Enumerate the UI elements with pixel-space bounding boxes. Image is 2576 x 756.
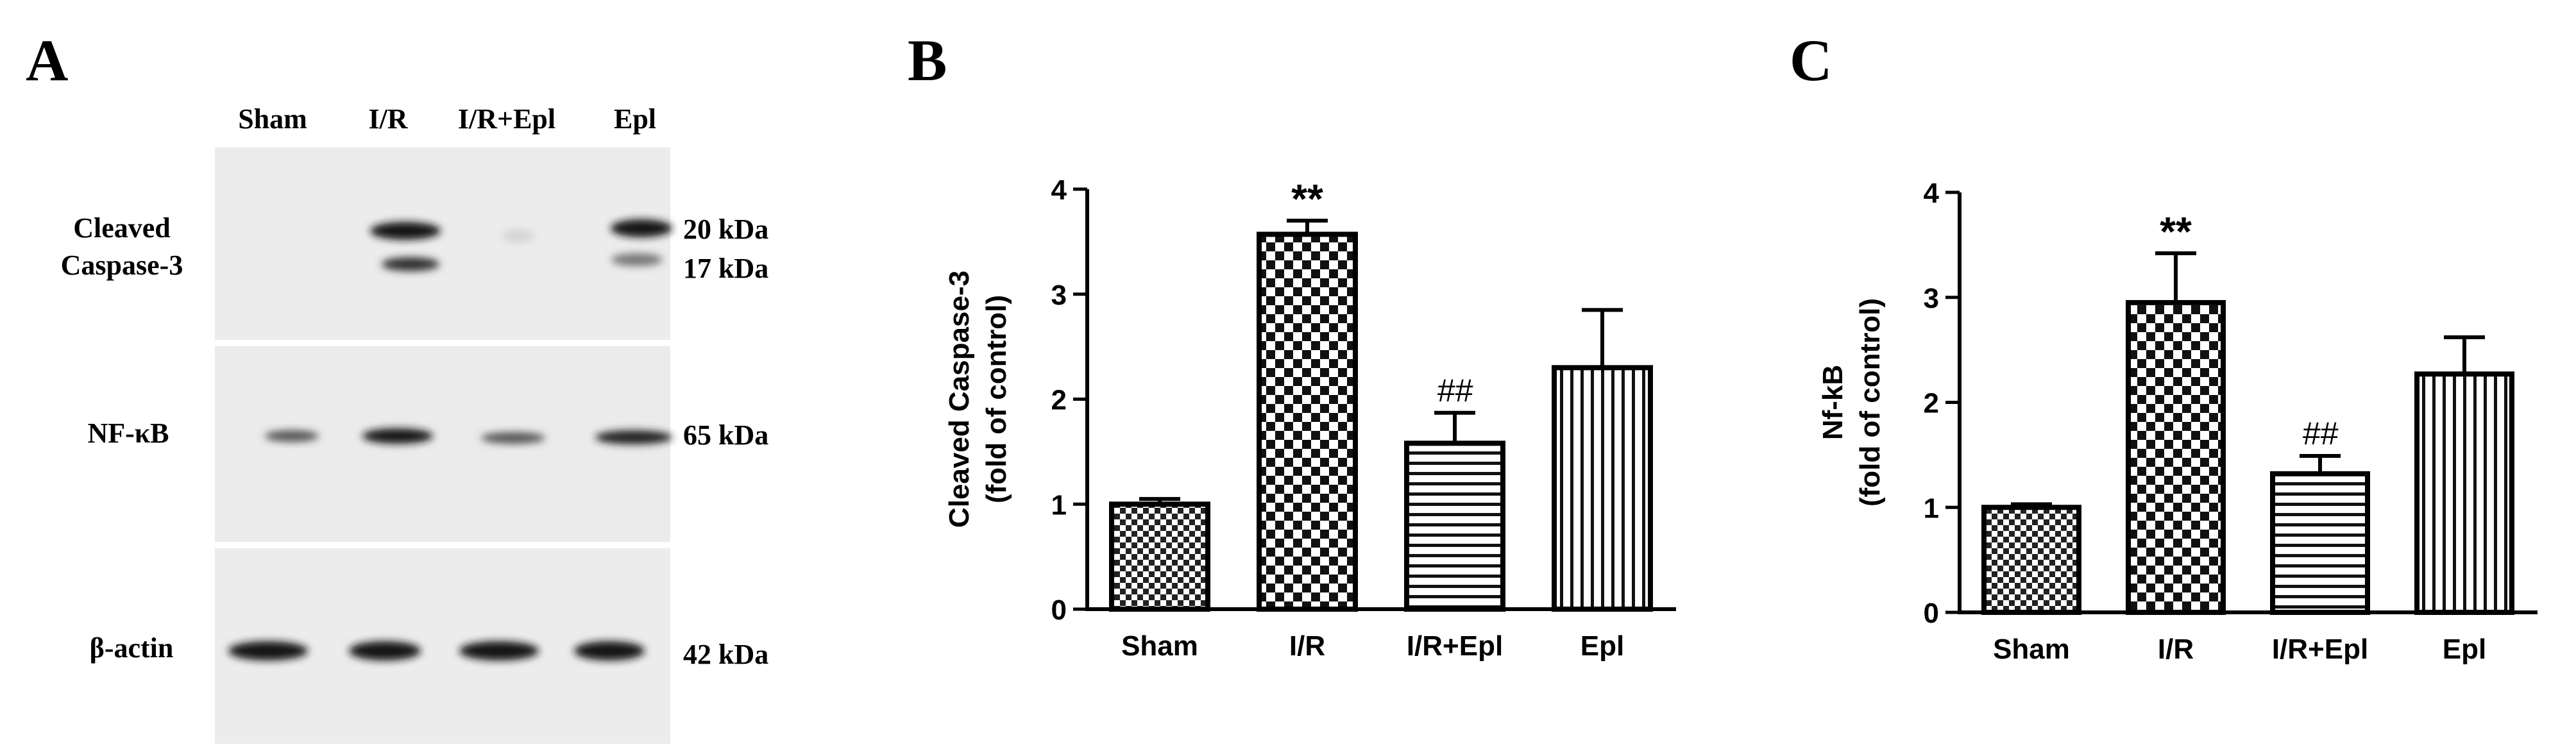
bar xyxy=(1404,441,1505,612)
bar xyxy=(2126,299,2226,615)
lane-label-epl: Epl xyxy=(614,103,656,135)
panel-b-letter: B xyxy=(908,28,947,93)
y-tick-label: 3 xyxy=(1924,283,1939,314)
y-axis-label: Cleaved Caspase-3 xyxy=(944,271,975,528)
band-epl-17kda xyxy=(611,253,663,266)
band-ir-17kda xyxy=(382,257,439,271)
blot-membrane xyxy=(215,346,670,542)
x-tick-label: I/R+Epl xyxy=(1407,630,1503,662)
x-tick-label: Sham xyxy=(1121,630,1198,662)
y-tick-label: 4 xyxy=(1924,178,1940,209)
y-tick-label: 4 xyxy=(1051,174,1067,206)
band-ir-epl-65kda xyxy=(481,432,545,444)
x-tick-label: I/R xyxy=(2158,634,2194,665)
mw-label-42kda: 42 kDa xyxy=(683,639,768,670)
band-ir-65kda xyxy=(362,428,433,444)
blot-cleaved-caspase3: Cleaved Caspase-3 20 kDa 17 kDa xyxy=(61,147,768,340)
blot-beta-actin: β-actin 42 kDa xyxy=(90,548,768,744)
panel-b-caspase3-chart: B 0 1 2 3 4 Cleaved Caspase-3 (fold of control… xyxy=(908,28,1676,662)
panel-c-nfkb-chart: C 0 1 2 3 4 Nf-kB (fold of control) Sham ** I/R ##… xyxy=(1790,28,2538,665)
band-ir-20kda xyxy=(370,222,441,240)
bar xyxy=(1981,505,2081,615)
bar xyxy=(1109,501,1210,612)
y-axis-label: (fold of control) xyxy=(1854,298,1886,507)
y-tick-label: 1 xyxy=(1924,492,1939,524)
blot-label: β-actin xyxy=(90,632,174,664)
bar xyxy=(2414,371,2514,615)
band-ir-epl-20kda xyxy=(502,230,535,242)
significance-mark: ** xyxy=(2160,208,2192,255)
y-tick-label: 1 xyxy=(1051,489,1067,521)
mw-label-20kda: 20 kDa xyxy=(683,214,768,245)
y-axis-label: (fold of control) xyxy=(981,295,1012,503)
panel-a-letter: A xyxy=(26,28,68,93)
y-tick-label: 0 xyxy=(1051,594,1067,626)
band-ir-42kda xyxy=(349,641,421,660)
y-tick-label: 2 xyxy=(1924,388,1939,419)
x-tick-label: I/R+Epl xyxy=(2272,634,2368,665)
x-tick-label: Epl xyxy=(2443,634,2486,665)
blot-label: NF-κB xyxy=(87,417,169,449)
panel-a-western-blot: A Sham I/R I/R+Epl Epl Cleaved Caspase-3… xyxy=(26,28,768,744)
mw-label-17kda: 17 kDa xyxy=(683,253,768,284)
band-ir-epl-42kda xyxy=(459,641,539,660)
lane-label-ir-epl: I/R+Epl xyxy=(458,103,555,135)
blot-membrane xyxy=(215,147,670,340)
significance-mark: ** xyxy=(1291,176,1323,222)
x-tick-label: Sham xyxy=(1993,634,2070,665)
bar xyxy=(1552,365,1653,612)
y-axis-label: Nf-kB xyxy=(1817,365,1849,440)
y-tick-label: 2 xyxy=(1051,385,1067,416)
y-tick-label: 3 xyxy=(1051,280,1067,311)
lane-label-sham: Sham xyxy=(238,103,307,135)
x-tick-label: Epl xyxy=(1580,630,1624,662)
significance-mark: ## xyxy=(2302,416,2339,451)
bar xyxy=(1257,231,1358,612)
band-sham-65kda xyxy=(265,430,319,442)
band-epl-42kda xyxy=(574,641,645,660)
mw-label-65kda: 65 kDa xyxy=(683,419,768,451)
band-epl-65kda xyxy=(595,430,672,444)
blot-nfkb: NF-κB 65 kDa xyxy=(87,346,768,542)
blot-label-line1: Cleaved xyxy=(73,212,171,244)
panel-c-letter: C xyxy=(1790,28,1832,93)
y-tick-label: 0 xyxy=(1924,598,1939,629)
band-sham-42kda xyxy=(228,641,308,660)
lane-label-ir: I/R xyxy=(368,103,408,135)
blot-label-line2: Caspase-3 xyxy=(61,249,183,281)
band-epl-20kda xyxy=(611,219,672,237)
significance-mark: ## xyxy=(1437,373,1473,408)
bar xyxy=(2270,471,2370,615)
x-tick-label: I/R xyxy=(1289,630,1325,662)
